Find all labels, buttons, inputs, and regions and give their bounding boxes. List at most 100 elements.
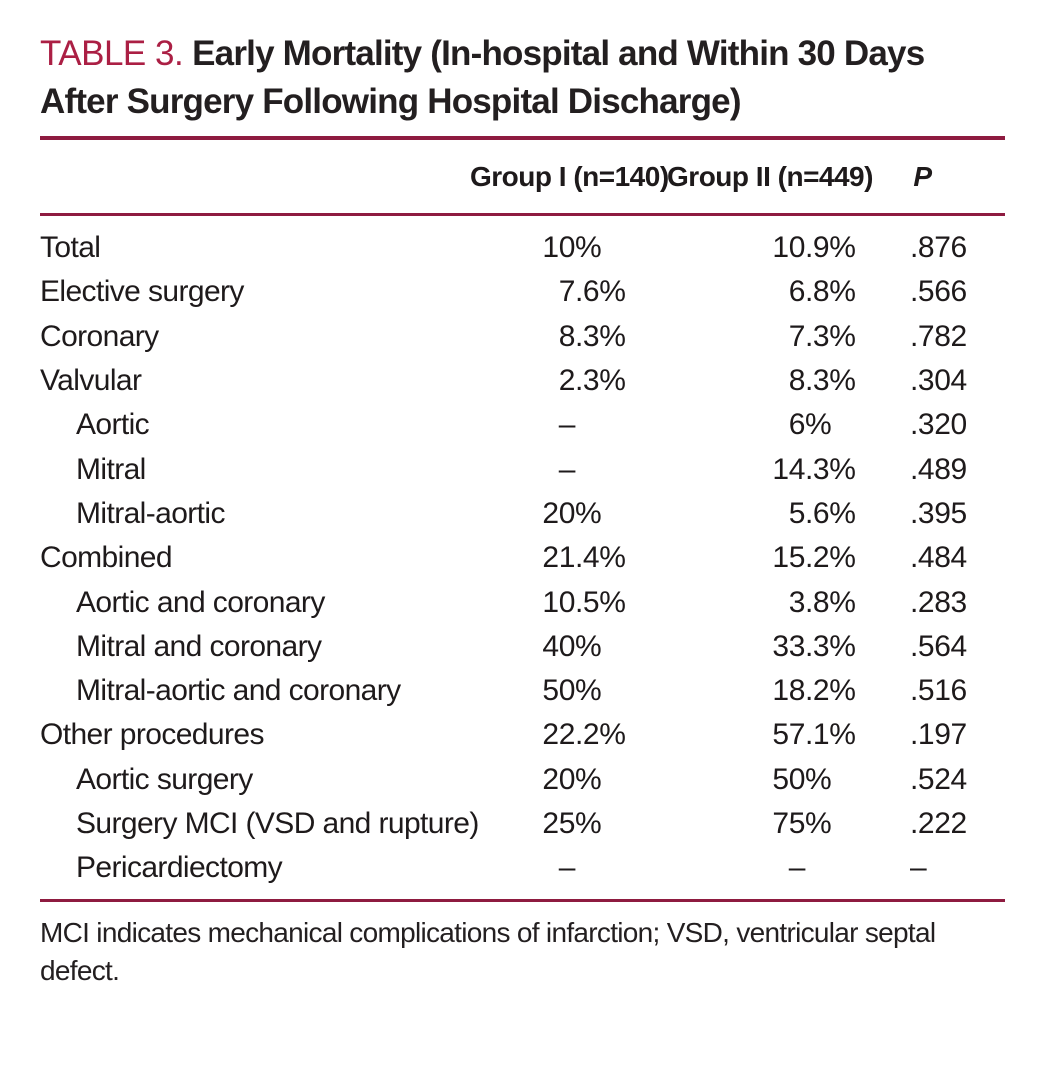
table-row: Aortic and coronary 10.5% 3.8% .283	[40, 580, 1005, 624]
group2-int: 10	[772, 231, 805, 265]
table-row: Combined 21.4% 15.2% .484	[40, 536, 1005, 580]
p-value: .304	[910, 364, 967, 398]
group1-value: 10.5%	[470, 586, 660, 620]
table-row: Mitral-aortic and coronary 50% 18.2% .51…	[40, 669, 1005, 713]
row-label: Elective surgery	[40, 275, 244, 309]
group2-value: –	[660, 851, 880, 885]
group1-frac: .5%	[575, 585, 626, 619]
group2-int: 75	[772, 807, 805, 840]
group2-int: 8	[788, 364, 806, 398]
table-number-label: TABLE 3.	[40, 34, 184, 73]
table-row: Other procedures 22.2% 57.1% .197	[40, 713, 1005, 757]
group2-int: 6	[788, 275, 806, 309]
row-label: Coronary	[40, 319, 159, 353]
group2-int: –	[788, 851, 806, 885]
group1-frac: %	[575, 807, 602, 840]
table-row: Pericardiectomy – – –	[40, 846, 1005, 890]
group1-int: 40	[542, 629, 575, 663]
group2-int: 3	[788, 585, 806, 619]
group1-frac: %	[575, 629, 602, 663]
group2-frac: %	[805, 807, 832, 840]
group2-frac: .3%	[805, 319, 856, 353]
group1-value: 7.6%	[470, 275, 660, 309]
group1-int: –	[558, 452, 576, 486]
title-divider-rule	[40, 136, 1005, 140]
table-row: Mitral and coronary 40% 33.3% .564	[40, 625, 1005, 669]
row-label: Total	[40, 231, 101, 265]
group2-frac: .8%	[805, 585, 856, 619]
group1-int: 10	[542, 231, 575, 265]
group1-value: 50%	[470, 674, 660, 708]
p-value: .283	[910, 585, 967, 619]
row-label: Other procedures	[40, 718, 264, 752]
row-label: Mitral-aortic	[76, 496, 225, 530]
group2-value: 33.3%	[660, 630, 880, 664]
row-label: Combined	[40, 541, 173, 575]
group1-int: 2	[558, 364, 576, 398]
group2-int: 18	[772, 674, 805, 708]
group2-frac: .6%	[805, 496, 856, 530]
group2-value: 18.2%	[660, 674, 880, 708]
group1-value: –	[470, 453, 660, 487]
table-row: Mitral – 14.3% .489	[40, 447, 1005, 491]
p-value: .489	[910, 452, 967, 486]
group1-frac: %	[575, 496, 602, 530]
row-label: Mitral	[76, 452, 146, 486]
group1-int: 21	[542, 541, 575, 575]
group1-value: 22.2%	[470, 718, 660, 752]
group2-int: 5	[788, 496, 806, 530]
group1-int: 22	[542, 718, 575, 752]
group2-int: 14	[772, 452, 805, 486]
table-row: Coronary 8 .3% 7.3% .782	[40, 315, 1005, 359]
p-value: –	[910, 851, 927, 885]
table-footnote: MCI indicates mechanical complications o…	[40, 917, 936, 987]
group1-frac: %	[575, 231, 602, 265]
group2-value: 75%	[660, 807, 880, 841]
p-value: .524	[910, 762, 967, 796]
group1-frac: %	[575, 762, 602, 796]
group1-int: –	[558, 408, 576, 442]
group2-int: 6	[788, 408, 806, 442]
p-value: .516	[910, 674, 967, 708]
group2-int: 7	[788, 319, 806, 353]
group2-value: 10.9%	[660, 231, 880, 265]
table-body: Total 10% 10.9% .876 Elective surgery 7.…	[40, 216, 1005, 890]
header-divider-rule	[40, 213, 1005, 216]
group2-value: 5.6%	[660, 497, 880, 531]
footer-divider-rule	[40, 899, 1005, 903]
table-title: TABLE 3. Early Mortality (In-hospital an…	[40, 30, 935, 126]
group1-frac: %	[575, 674, 602, 708]
row-label: Pericardiectomy	[76, 851, 283, 885]
p-value: .395	[910, 496, 967, 530]
p-value: .782	[910, 319, 967, 353]
group1-int: 20	[542, 762, 575, 796]
group2-int: 50	[772, 762, 805, 796]
row-label: Mitral and coronary	[76, 629, 322, 663]
group1-int: –	[558, 851, 576, 885]
group1-value: 2.3%	[470, 364, 660, 398]
row-label: Surgery MCI (VSD and rupture)	[76, 807, 479, 840]
p-value: .222	[910, 807, 967, 840]
group1-int: 8	[558, 319, 576, 353]
row-label: Aortic surgery	[76, 762, 253, 796]
table-row: Total 10% 10.9% .876	[40, 226, 1005, 270]
group1-frac: .6%	[575, 275, 626, 309]
group2-frac: .1%	[805, 718, 856, 752]
group1-frac: .4%	[575, 541, 626, 575]
group2-frac: .2%	[805, 674, 856, 708]
group2-value: 7.3%	[660, 320, 880, 354]
group1-value: –	[470, 851, 660, 885]
group2-frac: .3%	[805, 629, 856, 663]
group1-frac: .2%	[575, 718, 626, 752]
group1-int: 7	[558, 275, 576, 309]
group2-frac: .3%	[805, 364, 856, 398]
group2-frac: %	[805, 408, 832, 442]
table-row: Valvular 2.3% 8.3% .304	[40, 359, 1005, 403]
header-group1: Group I (n=140)	[470, 160, 669, 192]
group1-int: 50	[542, 674, 575, 708]
group2-frac: .8%	[805, 275, 856, 309]
table-title-text: Early Mortality (In-hospital and Within …	[40, 34, 925, 121]
group2-value: 50%	[660, 763, 880, 797]
group2-frac: .2%	[805, 541, 856, 575]
